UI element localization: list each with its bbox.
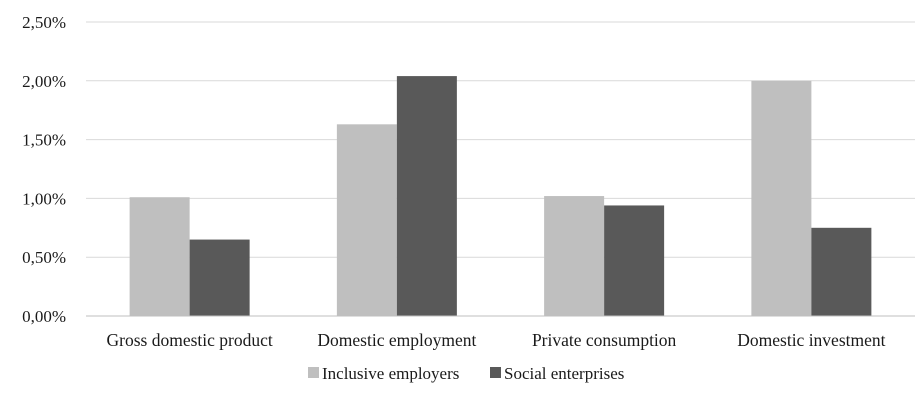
y-tick-label: 1,00% <box>22 189 66 208</box>
bar-social-enterprises <box>189 239 250 316</box>
category-label: Private consumption <box>532 330 677 350</box>
bar-social-enterprises <box>604 205 665 316</box>
category-label: Gross domestic product <box>107 330 273 350</box>
bar-inclusive-employers <box>544 196 605 316</box>
legend-swatch <box>490 367 501 378</box>
legend-label: Social enterprises <box>504 364 624 383</box>
bars <box>129 76 872 316</box>
y-axis-tick-labels: 0,00% 0,50% 1,00% 1,50% 2,00% 2,50% <box>22 13 66 326</box>
bar-inclusive-employers <box>751 80 812 316</box>
legend-swatch <box>308 367 319 378</box>
bar-inclusive-employers <box>336 124 397 316</box>
y-tick-label: 2,00% <box>22 72 66 91</box>
bar-inclusive-employers <box>129 197 190 316</box>
category-label: Domestic investment <box>737 330 885 350</box>
y-tick-label: 2,50% <box>22 13 66 32</box>
legend-label: Inclusive employers <box>322 364 459 383</box>
y-tick-label: 0,00% <box>22 307 66 326</box>
y-tick-label: 1,50% <box>22 131 66 150</box>
y-tick-label: 0,50% <box>22 248 66 267</box>
legend: Inclusive employers Social enterprises <box>308 364 624 383</box>
bar-social-enterprises <box>811 227 872 316</box>
bar-social-enterprises <box>396 76 457 316</box>
category-labels: Gross domestic product Domestic employmen… <box>107 330 886 350</box>
category-label: Domestic employment <box>317 330 476 350</box>
